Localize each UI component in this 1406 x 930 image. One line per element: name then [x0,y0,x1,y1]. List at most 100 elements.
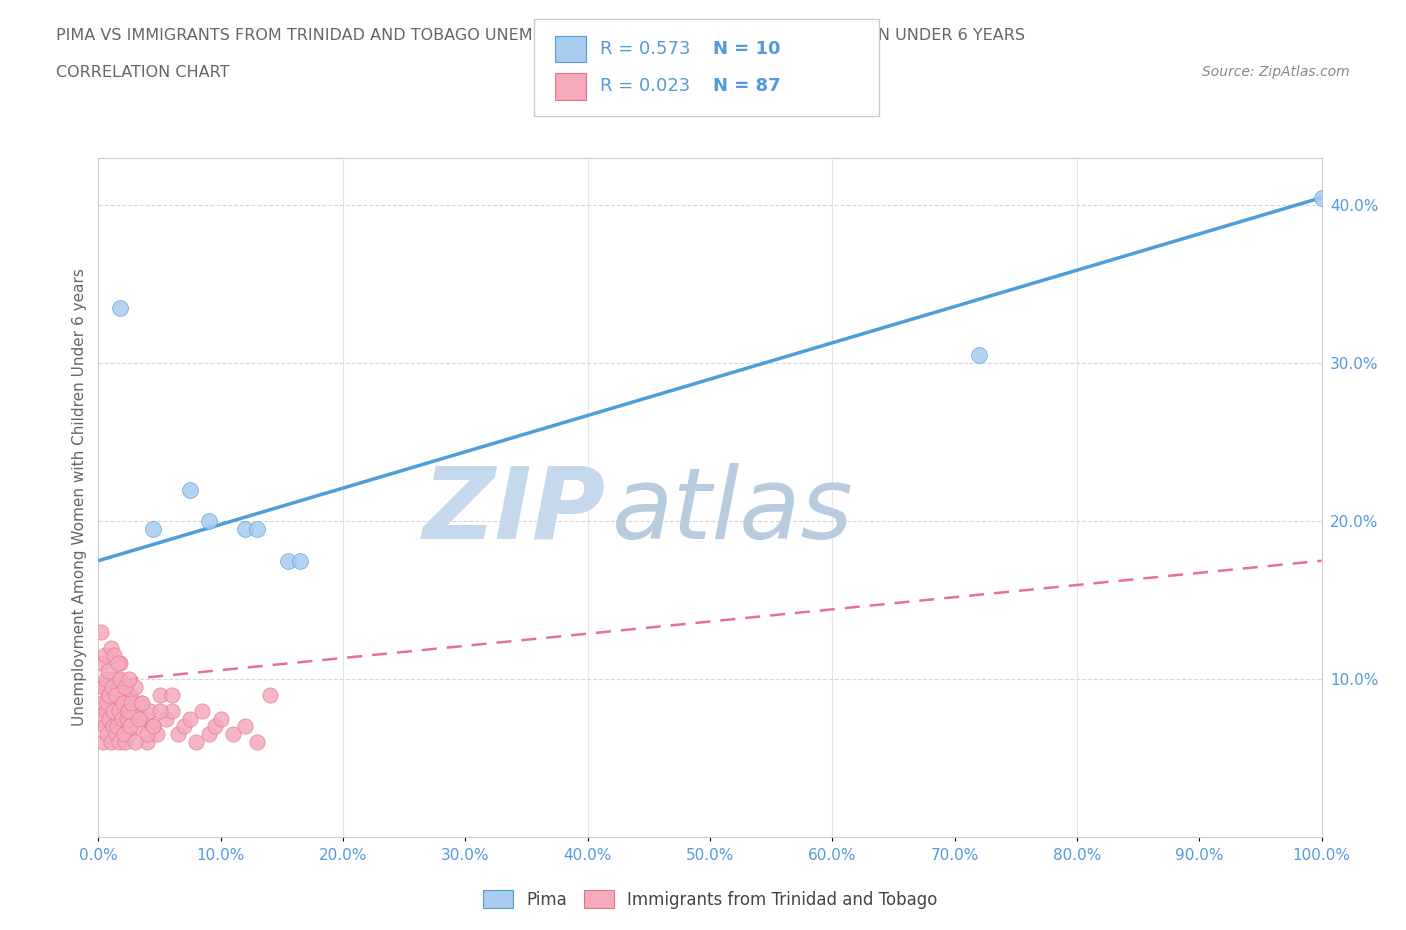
Point [117,711,139,726]
Text: N = 10: N = 10 [713,40,780,59]
Point [101,696,124,711]
Point [222,727,245,742]
Point [105,696,128,711]
Text: R = 0.573: R = 0.573 [600,40,690,59]
Point [209,711,232,726]
Point [120,719,142,734]
Point [124,735,146,750]
Point [105,671,128,686]
Point [179,711,201,726]
Text: CORRELATION CHART: CORRELATION CHART [56,65,229,80]
Point [111,711,134,726]
Point [124,680,146,695]
Point [103,703,125,718]
Point [139,703,162,718]
Point [149,687,172,702]
Point [111,703,134,718]
Point [131,696,153,711]
Point [91,696,114,711]
Point [108,735,131,750]
Point [101,719,124,734]
Point [1310,190,1333,205]
Point [112,719,135,734]
Point [101,680,124,695]
Point [191,703,214,718]
Point [146,727,169,742]
Point [160,687,183,702]
Point [96,727,118,742]
Point [100,735,122,750]
Point [204,719,226,734]
Point [290,553,312,568]
Point [167,727,190,742]
Legend: Pima, Immigrants from Trinidad and Tobago: Pima, Immigrants from Trinidad and Tobag… [474,882,946,917]
Point [118,727,141,742]
Point [94,671,117,686]
Point [120,696,142,711]
Point [93,680,115,695]
Point [101,703,124,718]
Point [107,656,129,671]
Point [173,719,195,734]
Point [149,703,172,718]
Point [103,648,125,663]
Point [197,513,219,528]
Point [97,664,120,679]
Point [115,711,138,726]
Text: R = 0.023: R = 0.023 [600,77,690,96]
Point [118,671,141,686]
Point [98,711,121,726]
Point [127,719,149,734]
Point [197,727,219,742]
Point [101,680,124,695]
Point [233,719,256,734]
Point [97,687,120,702]
Point [93,719,115,734]
Point [104,727,127,742]
Point [142,522,165,537]
Point [93,648,115,663]
Point [111,680,134,695]
Point [967,348,990,363]
Point [100,671,122,686]
Point [115,696,138,711]
Point [90,624,112,639]
Point [155,711,177,726]
Point [110,300,132,315]
Point [110,687,132,702]
Point [110,671,132,686]
Point [246,735,269,750]
Point [114,680,136,695]
Point [91,735,114,750]
Point [107,711,129,726]
Point [104,687,127,702]
Point [160,703,183,718]
Point [105,719,128,734]
Text: N = 87: N = 87 [713,77,780,96]
Point [233,522,256,537]
Point [114,735,136,750]
Text: Source: ZipAtlas.com: Source: ZipAtlas.com [1202,65,1350,79]
Point [90,711,112,726]
Point [128,711,150,726]
Point [111,696,134,711]
Point [108,703,131,718]
Y-axis label: Unemployment Among Women with Children Under 6 years: Unemployment Among Women with Children U… [72,269,87,726]
Point [110,656,132,671]
Point [142,719,165,734]
Point [121,703,143,718]
Text: ZIP: ZIP [423,462,606,560]
Point [94,703,117,718]
Point [100,640,122,655]
Point [179,483,201,498]
Point [259,687,281,702]
Point [112,727,135,742]
Point [277,553,299,568]
Text: atlas: atlas [612,462,853,560]
Point [136,735,159,750]
Point [136,727,159,742]
Point [117,703,139,718]
Point [91,656,114,671]
Point [120,687,142,702]
Point [98,687,121,702]
